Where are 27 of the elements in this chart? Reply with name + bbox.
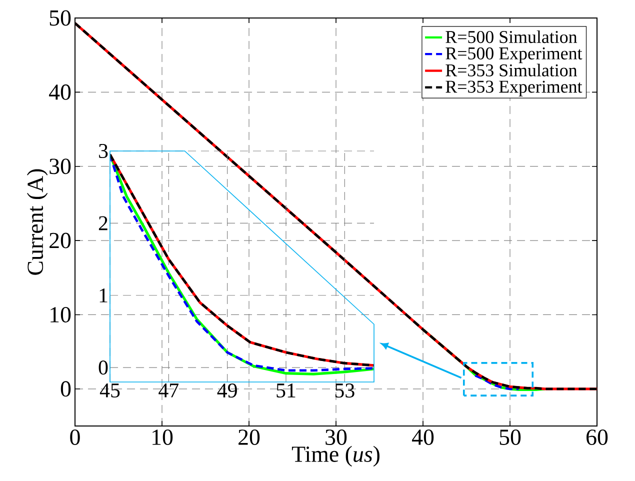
x-tick-label: 20 xyxy=(238,430,260,445)
x-tick-label: 51 xyxy=(276,384,296,398)
y-tick-label: 10 xyxy=(50,306,71,322)
x-tick-label: 49 xyxy=(217,384,237,398)
legend-label: R=500 Simulation xyxy=(446,30,578,44)
x-tick-label: 30 xyxy=(326,430,347,445)
x-tick-label: 53 xyxy=(335,384,354,398)
x-axis-title: Time (us) xyxy=(292,446,380,467)
legend-label: R=353 Simulation xyxy=(446,64,578,76)
x-tick-label: 50 xyxy=(500,430,521,445)
x-tick-label: 10 xyxy=(152,430,173,445)
y-tick-label: 30 xyxy=(50,158,71,174)
x-tick-label: 45 xyxy=(100,384,120,398)
legend-label: R=500 Experiment xyxy=(446,47,582,64)
y-tick-label: 3 xyxy=(99,144,108,158)
legend-label: R=353 Experiment xyxy=(446,80,582,96)
y-tick-label: 0 xyxy=(98,360,108,375)
x-tick-label: 40 xyxy=(412,430,434,445)
y-tick-label: 20 xyxy=(50,232,71,248)
x-tick-label: 47 xyxy=(158,384,179,398)
y-axis-title: Current (A) xyxy=(26,169,48,275)
y-tick-label: 1 xyxy=(100,288,108,302)
y-tick-label: 40 xyxy=(49,84,71,100)
x-tick-label: 60 xyxy=(586,430,608,445)
line-series xyxy=(474,374,520,390)
y-tick-label: 50 xyxy=(50,10,71,26)
y-tick-label: 2 xyxy=(98,216,108,230)
